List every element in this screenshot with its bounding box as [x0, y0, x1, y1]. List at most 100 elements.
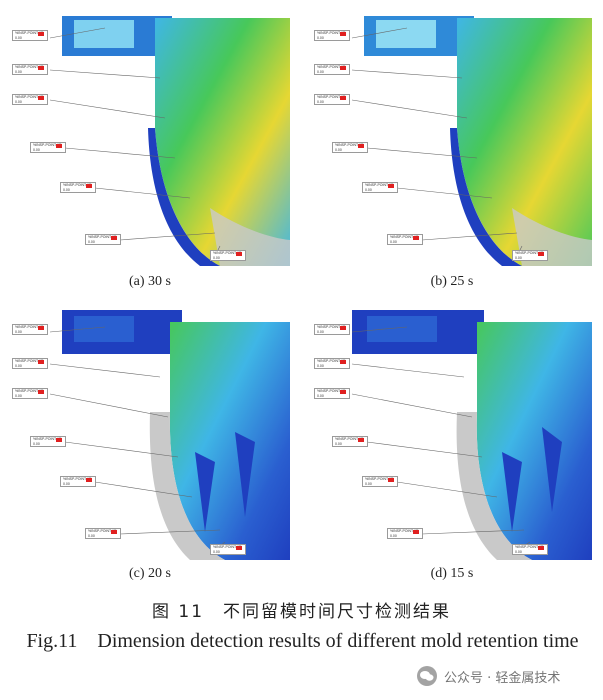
callout-id: %INSP-POINT-1R: [15, 95, 44, 99]
deviation-flag: [38, 66, 44, 70]
callout: %INSP-POINT-1R 0.00: [12, 358, 48, 369]
figure-caption-en: Fig.11 Dimension detection results of di…: [26, 630, 579, 652]
callout-id: %INSP-POINT-1R: [317, 31, 346, 35]
deviation-flag: [388, 184, 394, 188]
callout: %INSP-POINT-1R 0.00: [387, 234, 423, 245]
deviation-flag: [388, 478, 394, 482]
panel-d: %INSP-POINT-1R 0.00 %INSP-POINT-1R 0.00 %I…: [312, 302, 592, 562]
callout-id: %INSP-POINT-1R: [88, 529, 117, 533]
watermark-text: 公众号 · 轻金属技术: [444, 670, 561, 686]
callout: %INSP-POINT-1R 0.00: [30, 142, 66, 153]
callout: %INSP-POINT-1R 0.00: [12, 30, 48, 41]
callout-value: 0.00: [33, 442, 40, 446]
deviation-flag: [340, 32, 346, 36]
callout-id: %INSP-POINT-1R: [365, 183, 394, 187]
deviation-flag: [86, 184, 92, 188]
callout: %INSP-POINT-1R 0.00: [210, 250, 246, 261]
callout-id: %INSP-POINT-1R: [63, 183, 92, 187]
callout-id: %INSP-POINT-1R: [390, 235, 419, 239]
deviation-flag: [38, 96, 44, 100]
panel-caption-a: (a) 30 s: [129, 274, 171, 289]
callout-value: 0.00: [213, 256, 220, 260]
deviation-flag: [236, 546, 242, 550]
callout-id: %INSP-POINT-1R: [317, 389, 346, 393]
mold-contour-d: [351, 310, 592, 560]
deviation-flag: [413, 530, 419, 534]
callout: %INSP-POINT-1R 0.00: [387, 528, 423, 539]
callout: %INSP-POINT-1R 0.00: [314, 388, 350, 399]
callout: %INSP-POINT-1R 0.00: [210, 544, 246, 555]
callout: %INSP-POINT-1R 0.00: [512, 544, 548, 555]
callout-id: %INSP-POINT-1R: [88, 235, 117, 239]
callout-id: %INSP-POINT-1R: [317, 325, 346, 329]
callout: %INSP-POINT-1R 0.00: [12, 388, 48, 399]
callout-value: 0.00: [15, 394, 22, 398]
panel-caption-c: (c) 20 s: [129, 566, 171, 581]
callout-id: %INSP-POINT-1R: [335, 143, 364, 147]
callout-value: 0.00: [63, 188, 70, 192]
callout-value: 0.00: [15, 330, 22, 334]
callout-value: 0.00: [33, 148, 40, 152]
deviation-flag: [111, 236, 117, 240]
callout-id: %INSP-POINT-1R: [63, 477, 92, 481]
deviation-flag: [38, 326, 44, 330]
callout-value: 0.00: [317, 100, 324, 104]
callout-value: 0.00: [365, 482, 372, 486]
deviation-flag: [340, 326, 346, 330]
callout: %INSP-POINT-1R 0.00: [12, 324, 48, 335]
callout-id: %INSP-POINT-1R: [33, 437, 62, 441]
callout-id: %INSP-POINT-1R: [515, 251, 544, 255]
callout-id: %INSP-POINT-1R: [335, 437, 364, 441]
callout-id: %INSP-POINT-1R: [15, 359, 44, 363]
callout-id: %INSP-POINT-1R: [390, 529, 419, 533]
deviation-flag: [358, 438, 364, 442]
callout-id: %INSP-POINT-1R: [365, 477, 394, 481]
callout: %INSP-POINT-1R 0.00: [60, 476, 96, 487]
deviation-flag: [340, 390, 346, 394]
deviation-flag: [38, 32, 44, 36]
callout-value: 0.00: [88, 240, 95, 244]
deviation-flag: [340, 96, 346, 100]
callout: %INSP-POINT-1R 0.00: [332, 436, 368, 447]
callout: %INSP-POINT-1R 0.00: [314, 358, 350, 369]
callout-id: %INSP-POINT-1R: [15, 389, 44, 393]
callout: %INSP-POINT-1R 0.00: [30, 436, 66, 447]
callout: %INSP-POINT-1R 0.00: [12, 64, 48, 75]
callout-id: %INSP-POINT-1R: [15, 65, 44, 69]
callout: %INSP-POINT-1R 0.00: [362, 476, 398, 487]
callout-id: %INSP-POINT-1R: [317, 359, 346, 363]
callout-value: 0.00: [317, 364, 324, 368]
figure-caption-cn: 图 11 不同留模时间尺寸检测结果: [151, 602, 452, 622]
callout-value: 0.00: [335, 148, 342, 152]
deviation-flag: [538, 252, 544, 256]
deviation-flag: [413, 236, 419, 240]
callout-value: 0.00: [317, 70, 324, 74]
panel-b: %INSP-POINT-1R 0.00 %INSP-POINT-1R 0.00 %I…: [312, 8, 592, 268]
callout-value: 0.00: [88, 534, 95, 538]
callout-value: 0.00: [63, 482, 70, 486]
callout-id: %INSP-POINT-1R: [15, 31, 44, 35]
callout-value: 0.00: [317, 36, 324, 40]
callout: %INSP-POINT-1R 0.00: [85, 234, 121, 245]
deviation-flag: [340, 360, 346, 364]
deviation-flag: [38, 360, 44, 364]
callout-value: 0.00: [15, 100, 22, 104]
panel-caption-b: (b) 25 s: [430, 274, 474, 289]
deviation-flag: [111, 530, 117, 534]
callout-id: %INSP-POINT-1R: [317, 65, 346, 69]
callout: %INSP-POINT-1R 0.00: [512, 250, 548, 261]
panel-caption-d: (d) 15 s: [430, 566, 474, 581]
callout: %INSP-POINT-1R 0.00: [60, 182, 96, 193]
callout-id: %INSP-POINT-1R: [213, 251, 242, 255]
callout: %INSP-POINT-1R 0.00: [362, 182, 398, 193]
callout: %INSP-POINT-1R 0.00: [314, 30, 350, 41]
deviation-flag: [86, 478, 92, 482]
callout: %INSP-POINT-1R 0.00: [12, 94, 48, 105]
callout-value: 0.00: [390, 240, 397, 244]
callout-value: 0.00: [390, 534, 397, 538]
callout-value: 0.00: [317, 330, 324, 334]
deviation-flag: [56, 144, 62, 148]
deviation-flag: [340, 66, 346, 70]
callout-value: 0.00: [15, 36, 22, 40]
callout-id: %INSP-POINT-1R: [213, 545, 242, 549]
